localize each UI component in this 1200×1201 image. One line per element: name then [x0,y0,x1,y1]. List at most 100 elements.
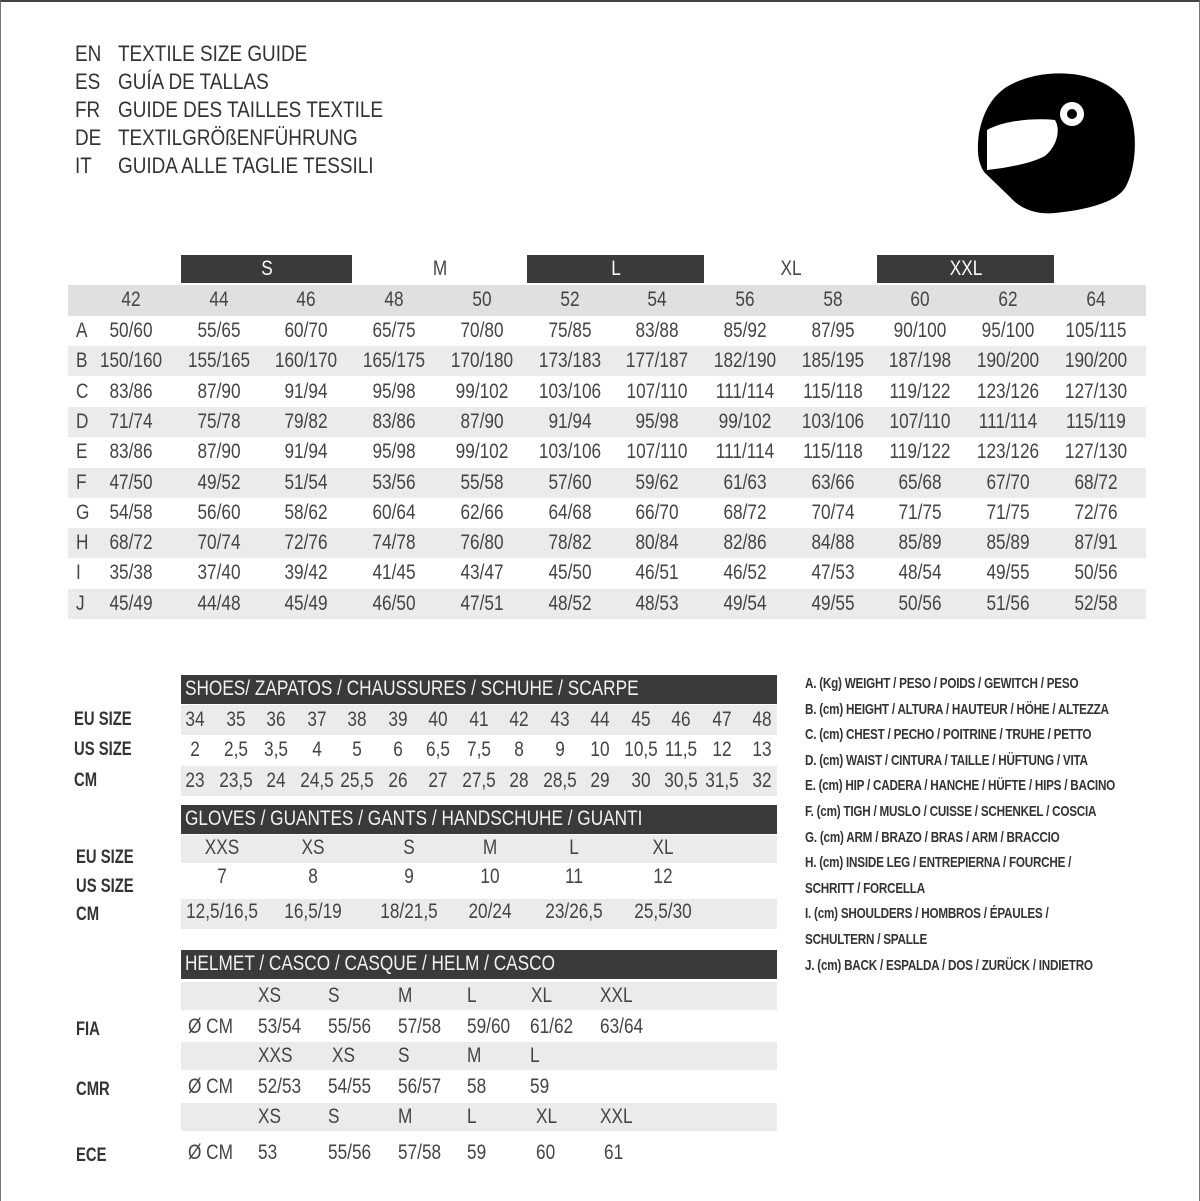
table-cell: 35/38 [109,561,153,585]
helmet-size: L [530,1044,540,1067]
size-group-label: M [432,257,447,280]
table-cell: 103/106 [538,379,601,403]
table-cell: 68/72 [723,500,767,524]
table-cell: 50/56 [1074,561,1118,585]
table-cell: 30,5 [664,768,698,792]
helmet-value: 58 [467,1075,487,1098]
row-band [68,346,1146,377]
size-group-label: XXL [949,257,982,280]
table-cell: 177/187 [626,349,689,373]
row-label: H [76,531,89,555]
table-cell: 71/75 [986,500,1030,524]
table-cell: 155/165 [187,349,250,373]
table-cell: 29 [590,768,610,792]
helmet-size: XXS [258,1044,293,1067]
table-cell: 150/160 [99,349,163,373]
table-cell: 27 [428,768,448,792]
table-cell: 80/84 [635,531,679,555]
table-cell: 50/60 [109,319,153,342]
legend-item: SCHULTERN / SPALLE [805,931,928,948]
table-cell: 58/62 [284,500,328,524]
size-group-l: L [527,255,704,283]
table-cell: 30 [630,768,651,792]
table-cell: 123/126 [976,440,1040,464]
helmet-size: L [467,1105,477,1128]
row-band [181,1103,777,1131]
row-band [68,467,1146,498]
table-cell: 85/89 [986,531,1030,555]
table-cell: 43 [549,708,570,731]
table-cell: 83/86 [372,409,416,433]
table-cell: 90/100 [893,319,947,342]
legend-item: J. (cm) BACK / ESPALDA / DOS / ZURÜCK / … [805,956,1093,974]
table-cell: 75/78 [197,409,241,433]
row-label: EU SIZE [74,709,132,730]
helmet-header: HELMET / CASCO / CASQUE / HELM / CASCO [181,950,777,979]
table-cell: 25,5/30 [634,900,692,923]
table-cell: 35 [225,708,246,731]
table-cell: 187/198 [889,349,952,373]
row-label: US SIZE [74,739,132,761]
table-cell: 51/56 [986,591,1030,615]
table-cell: 37 [306,708,327,731]
table-cell: 78/82 [547,531,592,555]
size-group-xxl: XXL [877,255,1054,283]
table-cell: 23 [185,768,205,792]
table-cell: 60/64 [372,500,416,524]
helmet-value: 59/60 [467,1015,511,1038]
table-cell: 160/170 [275,349,338,373]
table-cell: 46/50 [372,591,416,615]
table-cell: 42 [509,708,529,731]
table-cell: 91/94 [284,379,328,403]
guide-title: TEXTILGRÖßENFÜHRUNG [118,125,358,150]
size-group-label: S [260,257,273,280]
table-cell: 49/55 [811,591,855,615]
table-cell: 60/70 [284,319,328,342]
table-cell: 46 [671,708,691,731]
table-cell: 111/114 [715,440,775,464]
shoes-header: SHOES/ ZAPATOS / CHAUSSURES / SCHUHE / S… [181,675,777,704]
table-cell: 8 [514,738,524,762]
helmet-value: 53 [258,1141,278,1164]
table-cell: 39/42 [284,561,328,585]
legend-item: H. (cm) INSIDE LEG / ENTREPIERNA / FOURC… [805,854,1072,872]
table-cell: 7,5 [466,738,491,762]
row-label: E [76,440,88,464]
size-group-m: M [352,255,527,283]
table-cell: 170/180 [450,349,513,373]
language-code: FR [75,97,101,122]
table-cell: 24 [266,768,286,792]
table-cell: 103/106 [538,440,601,464]
table-cell: 56/60 [197,500,241,524]
language-code: DE [75,125,102,150]
table-cell: 70/74 [811,500,855,524]
table-cell: 39 [387,708,408,731]
helmet-size: XL [531,984,553,1007]
table-cell: 83/86 [109,440,153,464]
table-cell: 165/175 [362,349,426,373]
table-cell: 76/80 [460,531,504,555]
table-cell: 95/100 [981,319,1035,342]
legend-item: C. (cm) CHEST / PECHO / POITRINE / TRUHE… [805,726,1092,744]
legend-item: D. (cm) WAIST / CINTURA / TAILLE / HÜFTU… [805,751,1088,769]
table-cell: 10 [480,865,500,888]
table-cell: 84/88 [811,531,855,555]
table-cell: 55/58 [460,470,504,494]
helmet-size: XS [258,984,281,1007]
table-cell: 36 [266,708,286,731]
table-cell: 190/200 [976,349,1040,373]
helmet-value: 57/58 [398,1015,442,1038]
legend-item: I. (cm) SHOULDERS / HOMBROS / ÉPAULES / [805,905,1049,923]
language-code: EN [75,41,102,66]
table-cell: 47 [711,708,732,731]
standard-label: FIA [76,1019,100,1040]
table-cell: 40 [428,708,448,731]
table-cell: 47/53 [811,561,855,585]
table-cell: 18/21,5 [380,900,438,923]
row-band [181,1042,777,1070]
table-cell: 46/52 [723,561,767,585]
table-cell: 49/55 [986,561,1030,585]
row-label: CM [74,769,98,791]
table-cell: 32 [752,768,772,792]
table-cell: 87/90 [197,379,241,403]
